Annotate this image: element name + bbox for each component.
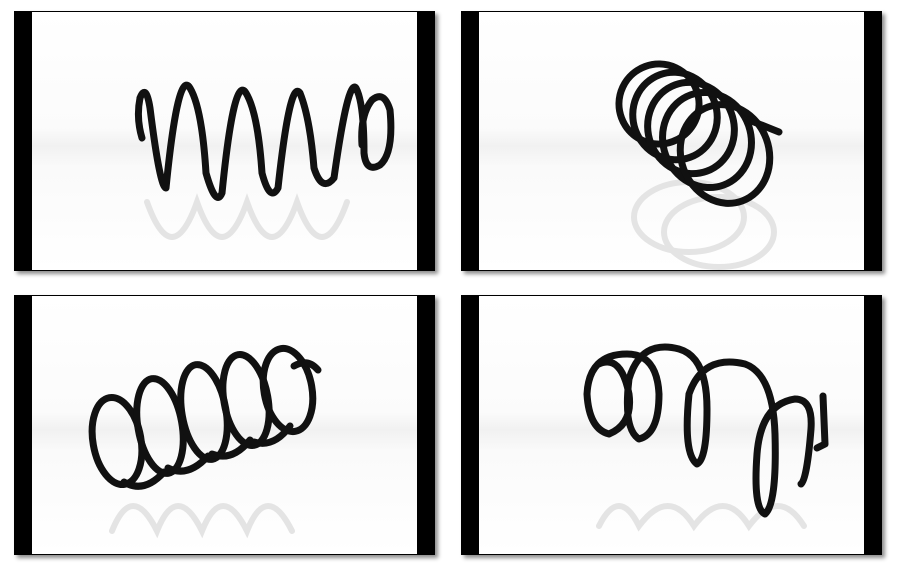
coil-spring-image (615, 60, 783, 270)
spring-photo (479, 12, 864, 270)
photo-panel-side (14, 11, 435, 271)
spring-photo (32, 296, 417, 554)
coil-spring-image (583, 343, 829, 532)
photo-panel-three-quarter (14, 295, 435, 555)
coil-spring-image (88, 344, 322, 539)
photo-panel-end-angle (461, 11, 882, 271)
spring-photo (479, 296, 864, 554)
spring-photo (32, 12, 417, 270)
photo-panel-rear-angle (461, 295, 882, 555)
coil-spring-image (134, 81, 395, 240)
